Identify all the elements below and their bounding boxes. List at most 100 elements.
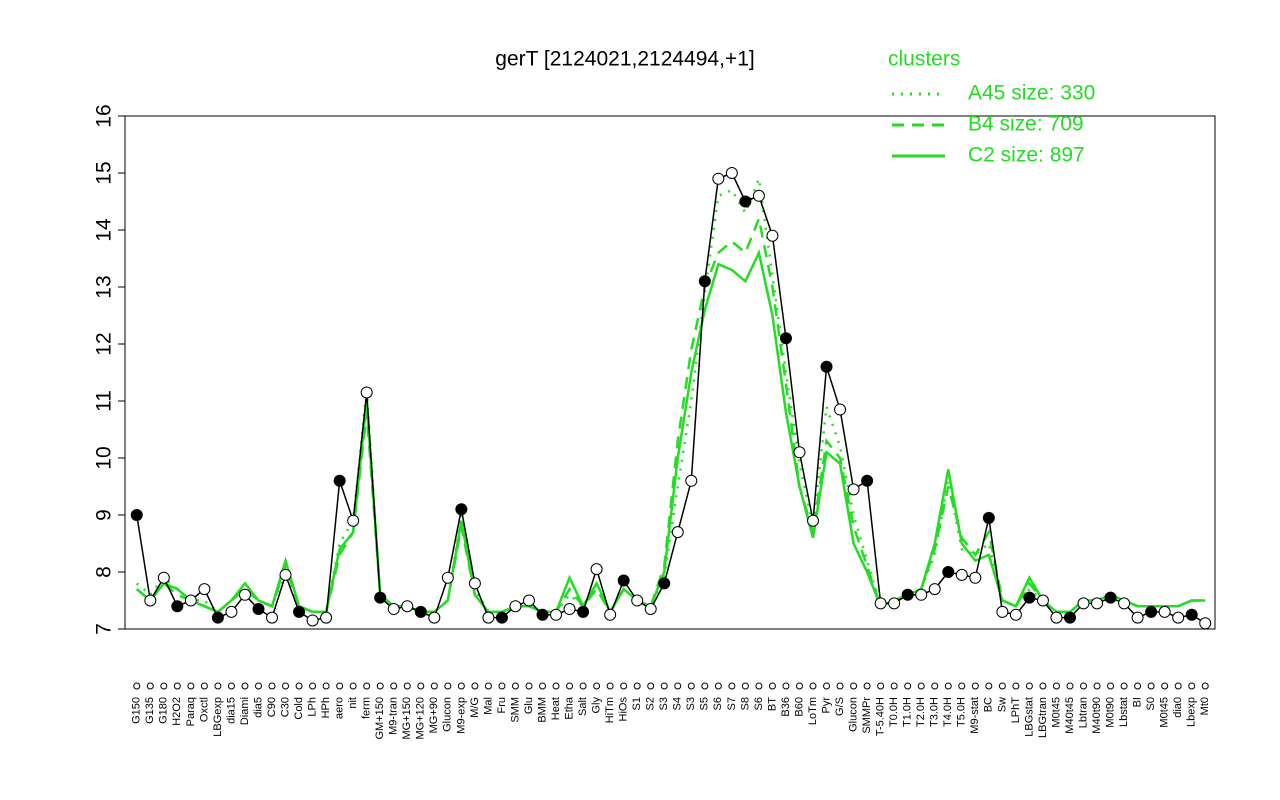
x-tick-label: B36 [780, 697, 792, 717]
plot-frame [124, 115, 1216, 630]
point [1009, 608, 1022, 621]
cluster-line [135, 173, 1206, 615]
point [320, 611, 333, 624]
point [522, 594, 535, 607]
x-tick-label: M9-stat [969, 697, 981, 734]
point [793, 446, 806, 459]
point [455, 503, 468, 516]
rug-dot [457, 682, 465, 690]
x-tick-label: B60 [793, 697, 805, 717]
rug-dot [403, 682, 411, 690]
rug-dot [931, 682, 939, 690]
x-tick-label: LBGtran [1037, 697, 1049, 738]
rug-dot [376, 682, 384, 690]
point [360, 386, 373, 399]
x-tick-label: Lbstat [1118, 697, 1130, 727]
point [942, 566, 955, 578]
point [698, 275, 711, 288]
point [996, 605, 1009, 618]
point [604, 608, 617, 621]
rug-dot [620, 682, 628, 690]
point [1104, 591, 1117, 604]
x-tick-label: T3.0H [929, 697, 941, 727]
x-tick-label: M/G [469, 697, 481, 718]
x-tick-label: LPh [306, 697, 318, 717]
x-tick-label: T2.0H [915, 697, 927, 727]
point [739, 195, 752, 208]
rug-dot [173, 682, 181, 690]
point [712, 172, 725, 185]
x-tick-label: S1 [631, 697, 643, 710]
x-tick-label: Paraq [185, 697, 197, 726]
x-tick-label: Sw [996, 697, 1008, 712]
point [1077, 597, 1090, 610]
x-tick-label: S8 [739, 697, 751, 710]
rug-dot [241, 682, 249, 690]
point [428, 611, 441, 624]
x-tick-label: M40t45 [1064, 697, 1076, 734]
rug-dot [755, 682, 763, 690]
rug-dot [566, 682, 574, 690]
point [238, 588, 251, 601]
legend-label: C2 size: 897 [968, 144, 1085, 167]
rug-dot [985, 682, 993, 690]
rug-dot [552, 682, 560, 690]
y-tick-label: 10 [93, 446, 116, 469]
point [901, 588, 914, 601]
rug-dot [1093, 682, 1101, 690]
point [184, 594, 197, 607]
x-tick-label: T-5.40H [875, 697, 887, 736]
x-tick-label: Heat [550, 697, 562, 720]
rug-dot [146, 682, 154, 690]
y-tick-label: 7 [93, 623, 116, 635]
legend-label: B4 size: 709 [968, 113, 1084, 136]
point [658, 577, 671, 590]
rug-dot [579, 682, 587, 690]
rug-dot [877, 682, 885, 690]
point [617, 574, 630, 587]
x-tick-label: S3 [685, 697, 697, 710]
x-tick-label: BMM [536, 697, 548, 723]
point [266, 611, 279, 624]
point [550, 608, 563, 621]
rug-dot [633, 682, 641, 690]
rug-dot [1201, 682, 1209, 690]
point [441, 571, 454, 584]
rug-dot [687, 682, 695, 690]
chart-title: gerT [2124021,2124494,+1] [495, 48, 754, 71]
x-tick-label: MG+120 [415, 697, 427, 740]
rug-dot [768, 682, 776, 690]
y-tick-label: 15 [93, 161, 116, 184]
point [982, 511, 995, 524]
rug-dot [160, 682, 168, 690]
x-tick-label: M0t90 [1104, 697, 1116, 728]
rug-dot [728, 682, 736, 690]
point [590, 563, 603, 576]
x-tick-label: BI [1132, 697, 1144, 707]
point [752, 189, 765, 202]
point [293, 605, 306, 618]
x-tick-label: G150 [131, 697, 143, 724]
point [279, 568, 292, 581]
point [495, 611, 508, 624]
point [211, 611, 224, 624]
x-tick-label: T1.0H [902, 697, 914, 727]
point [807, 514, 820, 527]
rug-dot [1161, 682, 1169, 690]
rug-dot [836, 682, 844, 690]
rug-dot [1066, 682, 1074, 690]
rug-dot [309, 682, 317, 690]
rug-dot [539, 682, 547, 690]
x-tick-label: BT [766, 697, 778, 711]
point [1023, 591, 1036, 604]
rug-dot [349, 682, 357, 690]
x-tick-label: G/S [834, 697, 846, 716]
x-tick-label: S4 [672, 697, 684, 710]
point [644, 603, 657, 616]
point [820, 360, 833, 373]
point [468, 577, 481, 590]
x-tick-label: SMMPr [861, 697, 873, 734]
rug-dot [295, 682, 303, 690]
x-tick-label: M9-tran [388, 697, 400, 735]
rug-dot [904, 682, 912, 690]
